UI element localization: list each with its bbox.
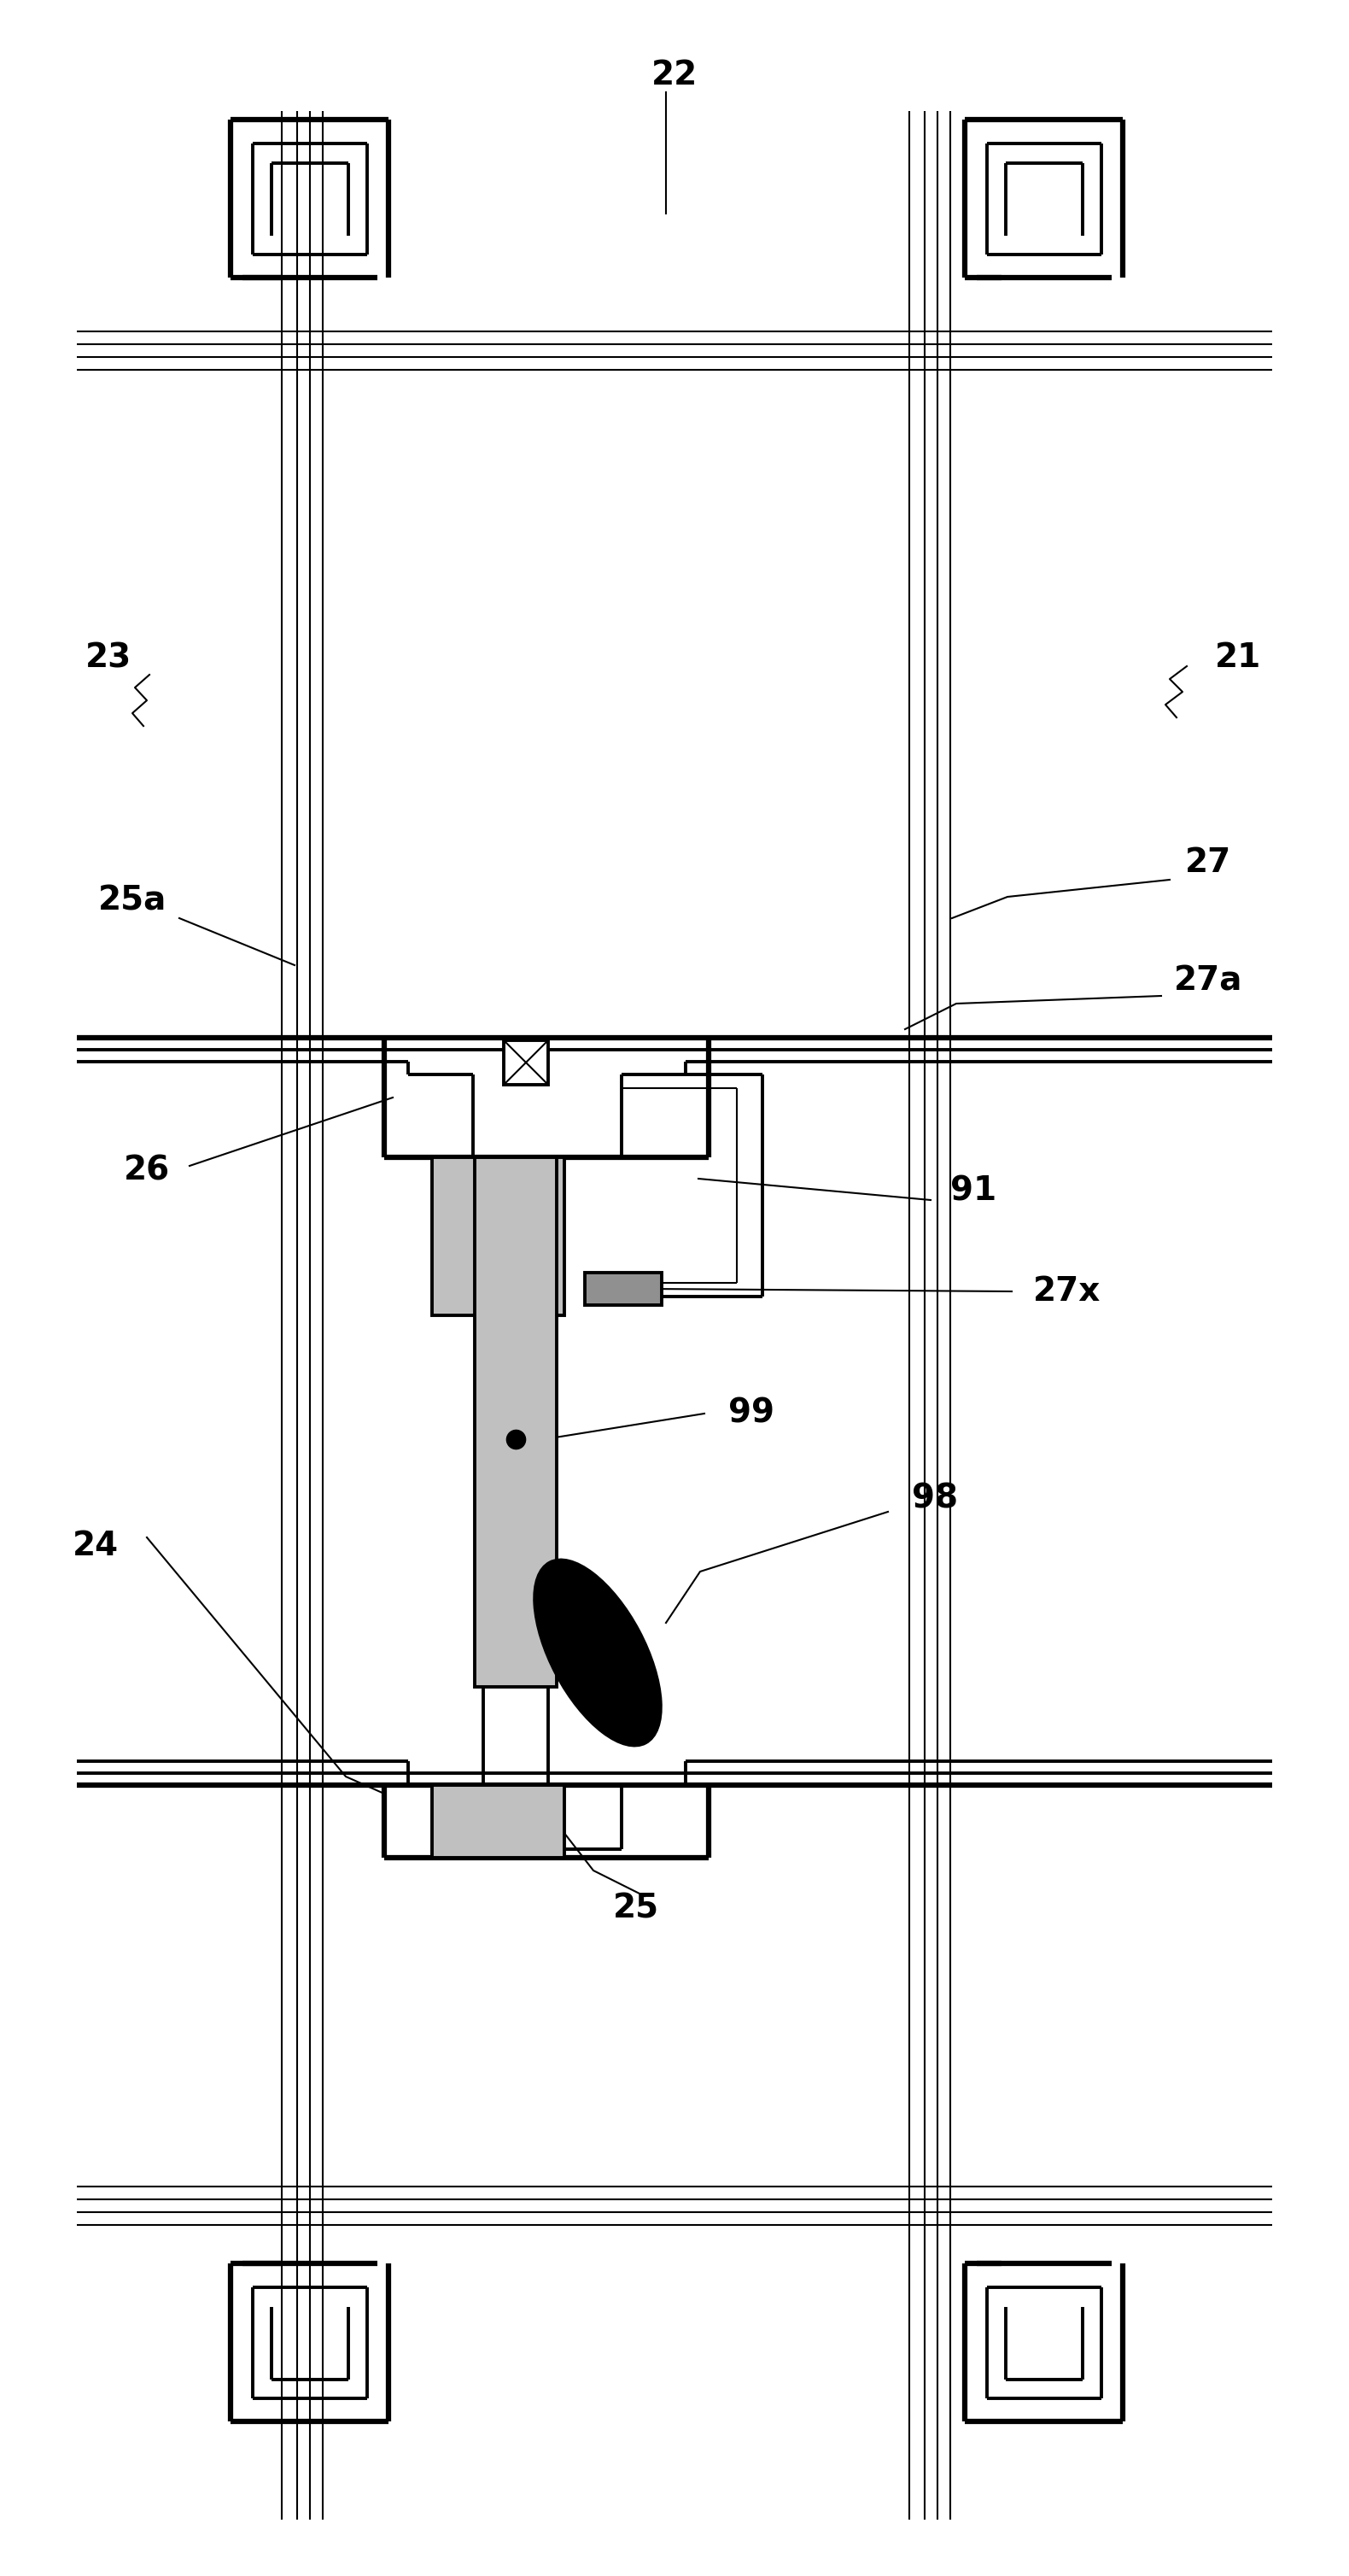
Text: 24: 24 [73,1530,119,1561]
Bar [432,1785,564,1857]
Text: 27: 27 [1184,848,1232,878]
Text: 98: 98 [912,1484,958,1515]
Bar [432,1157,564,1316]
Text: 99: 99 [728,1396,774,1430]
Text: 21: 21 [1215,641,1261,675]
Ellipse shape [534,1558,661,1747]
Text: 91: 91 [950,1175,997,1208]
Text: 23: 23 [85,641,132,675]
Bar [503,1041,548,1084]
Text: 27a: 27a [1174,963,1242,997]
Text: 25: 25 [612,1893,660,1924]
Text: 25a: 25a [98,886,166,917]
Bar [475,1157,557,1687]
Text: 26: 26 [124,1154,170,1188]
Text: 22: 22 [652,59,697,90]
Bar [585,1273,662,1306]
Text: 27x: 27x [1033,1275,1101,1309]
